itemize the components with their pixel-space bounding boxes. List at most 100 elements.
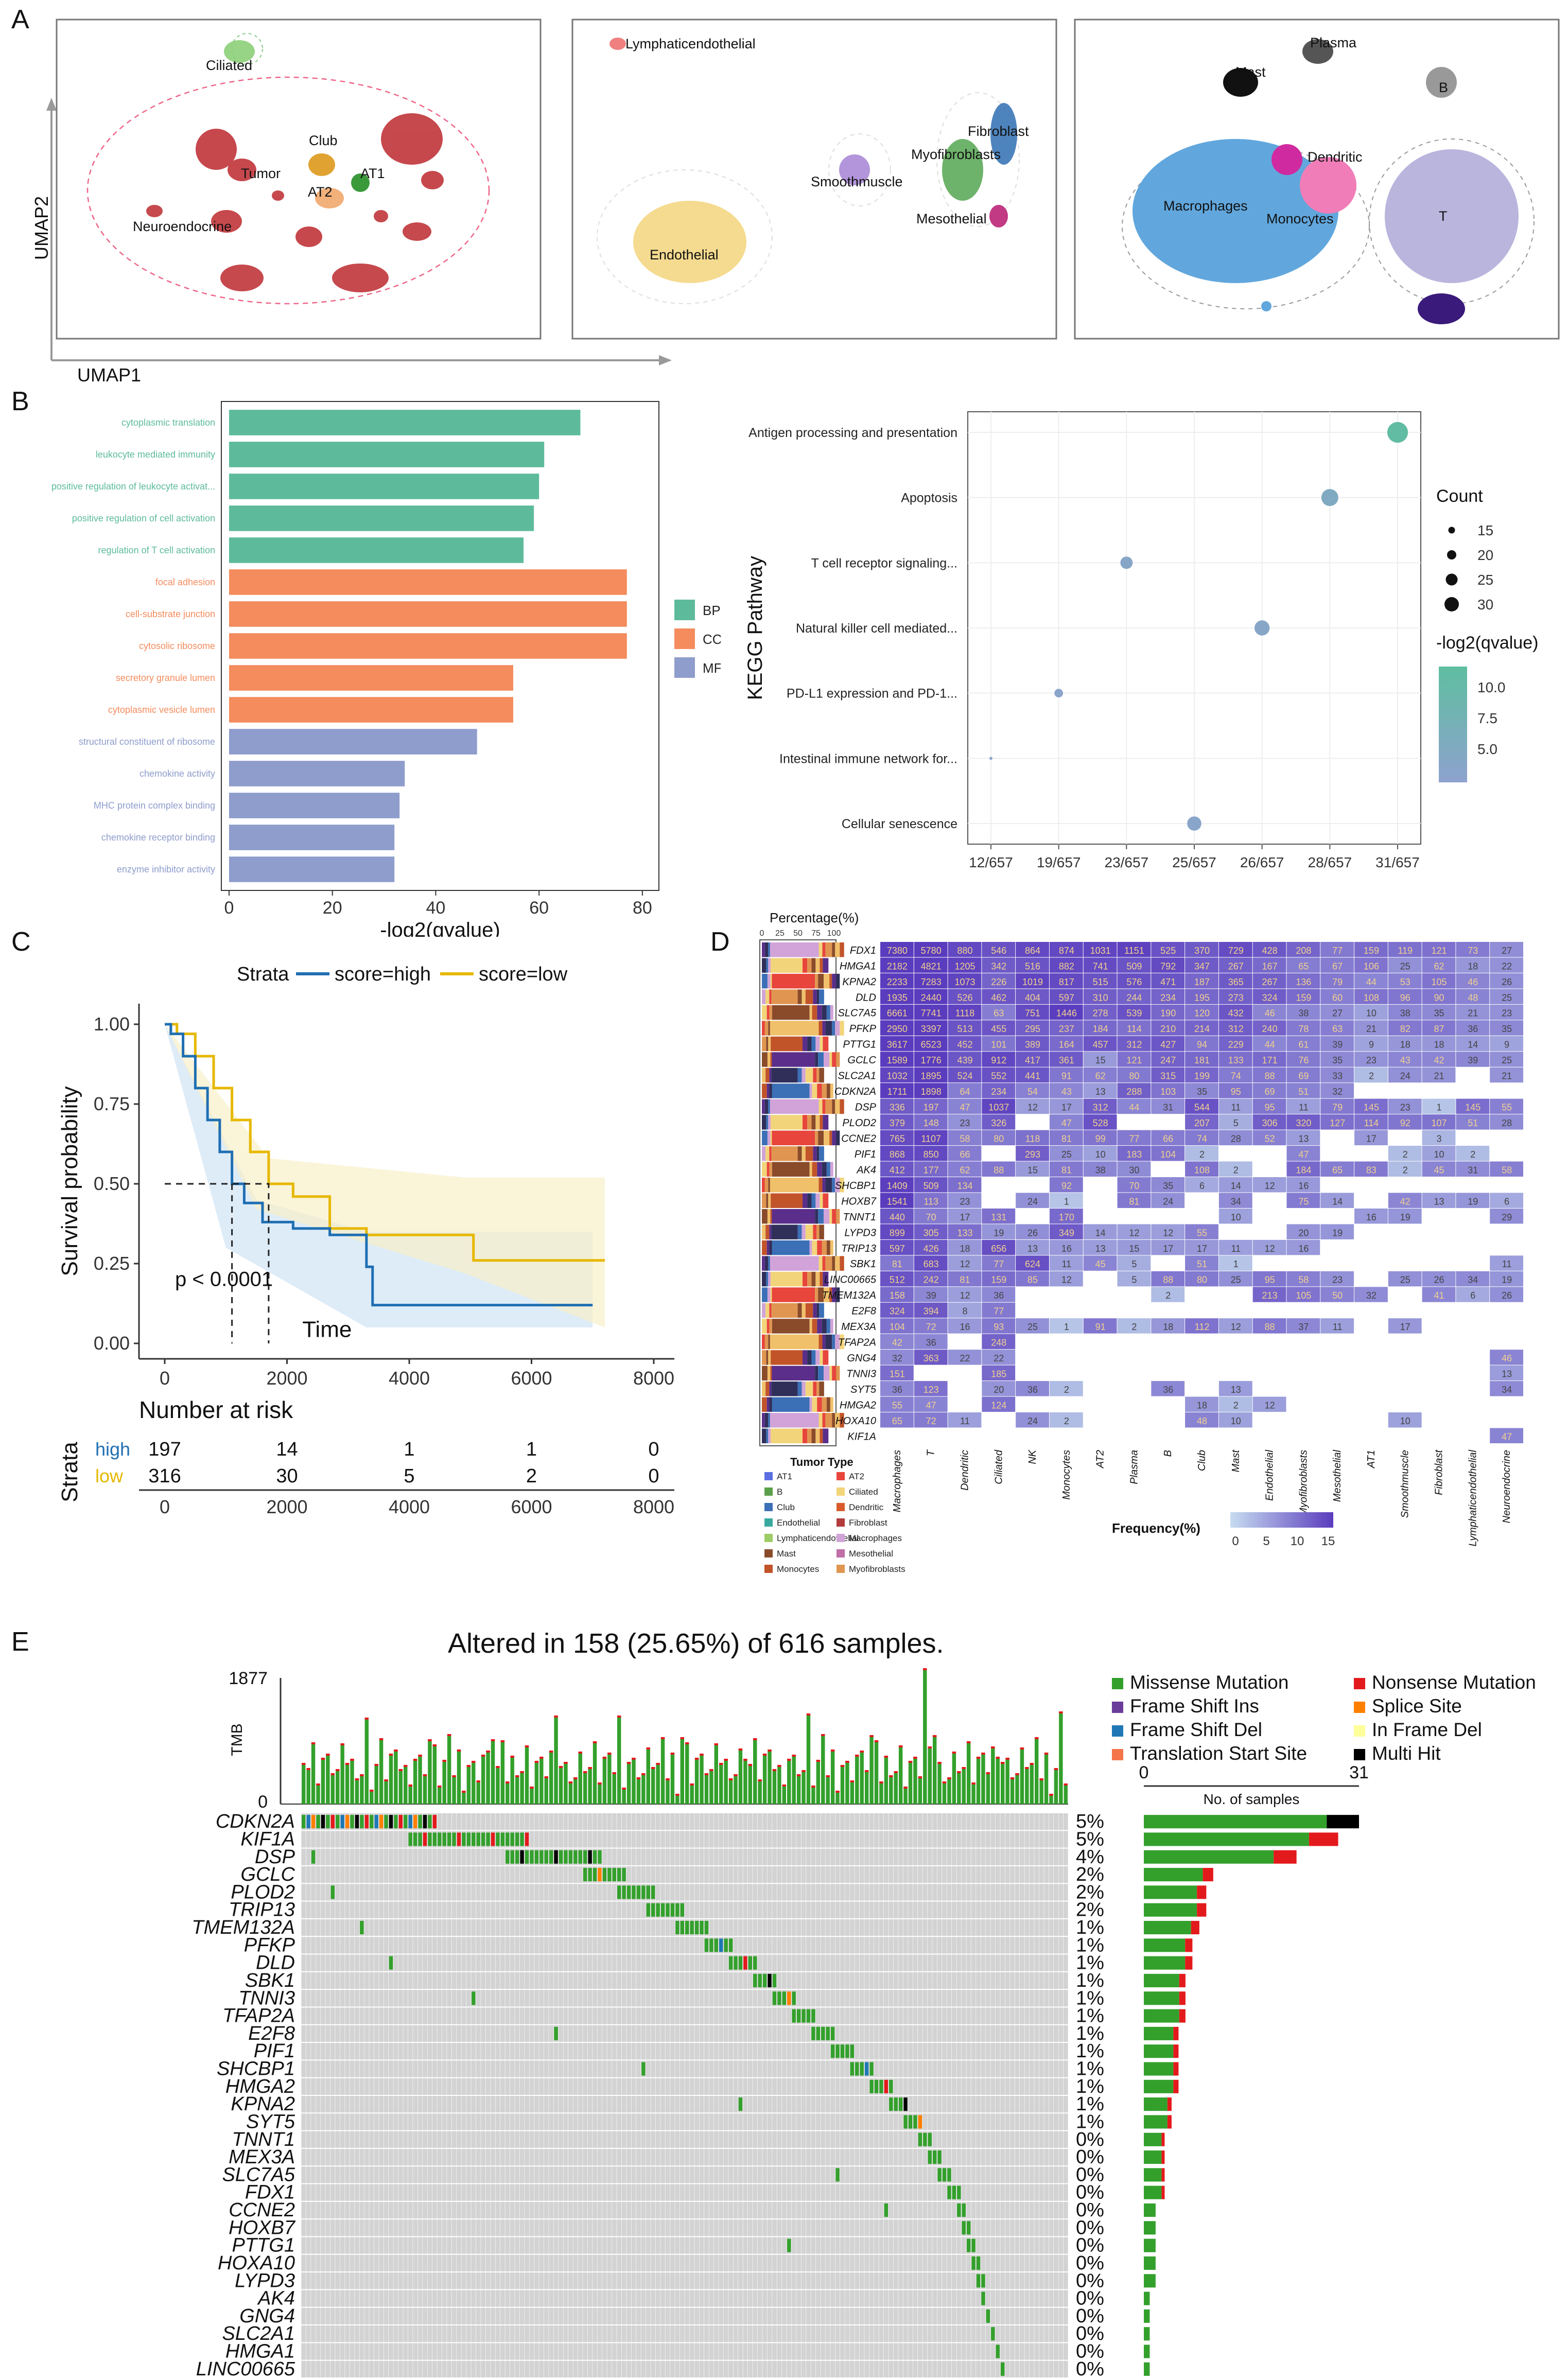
- heat-cell-value: 46: [1468, 977, 1478, 987]
- heat-cell: [1016, 1146, 1049, 1161]
- onco-tmb-bar-top: [928, 1746, 932, 1748]
- heat-pct-segment: [818, 1178, 823, 1193]
- heat-cell: [1252, 1083, 1286, 1098]
- heat-cell: [1354, 1004, 1388, 1020]
- heat-cell: [982, 1412, 1016, 1428]
- onco-tmb-bar-top: [898, 1745, 903, 1747]
- onco-tmb-bar-top: [1044, 1753, 1049, 1755]
- onco-gene-pct: 0%: [1076, 2305, 1104, 2327]
- onco-tmb-bar-top: [525, 1745, 529, 1747]
- onco-mutation-cell: [864, 2062, 869, 2076]
- heat-cell: [1354, 1350, 1388, 1365]
- onco-mutation-cell: [928, 2132, 932, 2146]
- go-term-label: secretory granule lumen: [116, 673, 215, 683]
- heat-pct-segment: [822, 1413, 826, 1428]
- kegg-point: [1120, 556, 1133, 569]
- onco-tmb-bar: [918, 1776, 922, 1804]
- onco-gene-pct: 0%: [1076, 2323, 1104, 2344]
- heat-cell: [914, 1428, 948, 1443]
- onco-tmb-bar: [826, 1775, 830, 1804]
- heat-pct-segment: [768, 1178, 770, 1193]
- onco-tmb-bar-top: [345, 1763, 350, 1765]
- heat-cell: [1016, 1004, 1049, 1020]
- heat-cell-value: 1409: [887, 1181, 908, 1191]
- heat-pct-segment: [818, 1209, 824, 1224]
- heat-cell: [880, 1177, 914, 1193]
- onco-mutation-cell: [986, 2309, 990, 2323]
- onco-mutation-cell: [593, 1868, 597, 1882]
- heat-pct-segment: [770, 1178, 819, 1193]
- heat-cell-value: 471: [1160, 977, 1176, 987]
- onco-tmb-max: 1877: [229, 1669, 268, 1688]
- heat-cell-value: 432: [1228, 1008, 1244, 1019]
- heat-cell: [1286, 957, 1320, 973]
- onco-tmb-bar-top: [413, 1759, 417, 1761]
- onco-legend-label: Translation Start Site: [1130, 1743, 1307, 1764]
- heat-cell: [1422, 1428, 1456, 1443]
- umap-label-mast: Mast: [1235, 64, 1266, 80]
- heat-cell: [914, 973, 948, 989]
- heat-cell-value: 312: [1228, 1024, 1244, 1034]
- onco-tmb-bar: [700, 1754, 704, 1804]
- onco-tmb-bar: [418, 1755, 422, 1804]
- heat-cell-value: 1776: [921, 1055, 942, 1065]
- heat-cell: [1083, 1287, 1117, 1302]
- heat-cell: [1185, 1255, 1218, 1271]
- onco-tmb-bar: [734, 1774, 738, 1804]
- onco-mutation-cell: [728, 1956, 733, 1970]
- onco-sample-bar: [1144, 2026, 1174, 2040]
- heat-pct-segment: [768, 1350, 771, 1365]
- km-y-tick: 0.25: [94, 1253, 130, 1274]
- heat-cell: [1388, 1067, 1422, 1083]
- onco-gene-pct: 1%: [1076, 1970, 1104, 1991]
- heat-cell: [1320, 1318, 1354, 1334]
- heat-cell: [880, 973, 914, 989]
- heat-cell: [880, 1271, 914, 1287]
- heat-cell-value: 278: [1093, 1008, 1108, 1019]
- heat-gene-label: MEX3A: [841, 1321, 876, 1333]
- onco-mutation-cell: [855, 2062, 859, 2076]
- onco-tmb-bar: [860, 1751, 864, 1804]
- heat-cell: [1016, 1193, 1049, 1208]
- heat-cell: [1354, 1334, 1388, 1350]
- heat-cell-value: 8: [962, 1306, 967, 1317]
- kegg-size-label: 20: [1477, 547, 1493, 563]
- heat-cell-value: 729: [1228, 946, 1244, 956]
- heat-cell: [1422, 1020, 1456, 1036]
- heat-pct-segment: [823, 1115, 829, 1130]
- heat-cell-value: 17: [960, 1212, 970, 1222]
- heat-cell-value: 336: [890, 1102, 905, 1113]
- onco-mutation-cell: [884, 2079, 888, 2093]
- heat-pct-segment: [813, 1381, 817, 1396]
- heat-pct-segment: [766, 1115, 769, 1130]
- kegg-pathway-label: Cellular senescence: [842, 817, 957, 831]
- heat-cell-value: 2: [1233, 1400, 1239, 1410]
- heat-pct-segment: [771, 1381, 798, 1396]
- onco-tmb-bar-top: [520, 1771, 524, 1773]
- onco-mutation-cell: [506, 1850, 510, 1864]
- heat-cell: [1151, 1318, 1185, 1334]
- heat-cell: [1422, 957, 1456, 973]
- heat-cell: [1117, 1193, 1151, 1208]
- onco-gene-pct: 0%: [1076, 2252, 1104, 2274]
- go-term-label: cytoplasmic translation: [121, 417, 215, 428]
- heat-pct-segment: [771, 1115, 803, 1130]
- heat-cell: [1388, 1036, 1422, 1052]
- onco-mutation-cell: [370, 1815, 374, 1829]
- heat-cell: [948, 1052, 982, 1067]
- onco-tmb-bar-top: [869, 1735, 874, 1737]
- heat-cell: [1286, 1287, 1320, 1302]
- heat-pct-segment: [771, 1224, 798, 1239]
- heat-cell: [1218, 1067, 1252, 1083]
- heat-cell-value: 85: [1027, 1275, 1038, 1285]
- heat-cell-value: 9: [1504, 1040, 1509, 1050]
- heat-cell-value: 208: [1296, 946, 1311, 956]
- heat-cell-value: 44: [1265, 1040, 1275, 1050]
- onco-tmb-bar: [598, 1782, 602, 1804]
- heat-cell-value: 78: [1298, 1024, 1309, 1034]
- heat-cell: [982, 1193, 1016, 1208]
- heat-cell-value: 656: [991, 1244, 1006, 1254]
- heat-cell: [914, 1412, 948, 1428]
- heat-cell-value: 94: [1197, 1040, 1207, 1050]
- heat-cell: [1286, 1130, 1320, 1146]
